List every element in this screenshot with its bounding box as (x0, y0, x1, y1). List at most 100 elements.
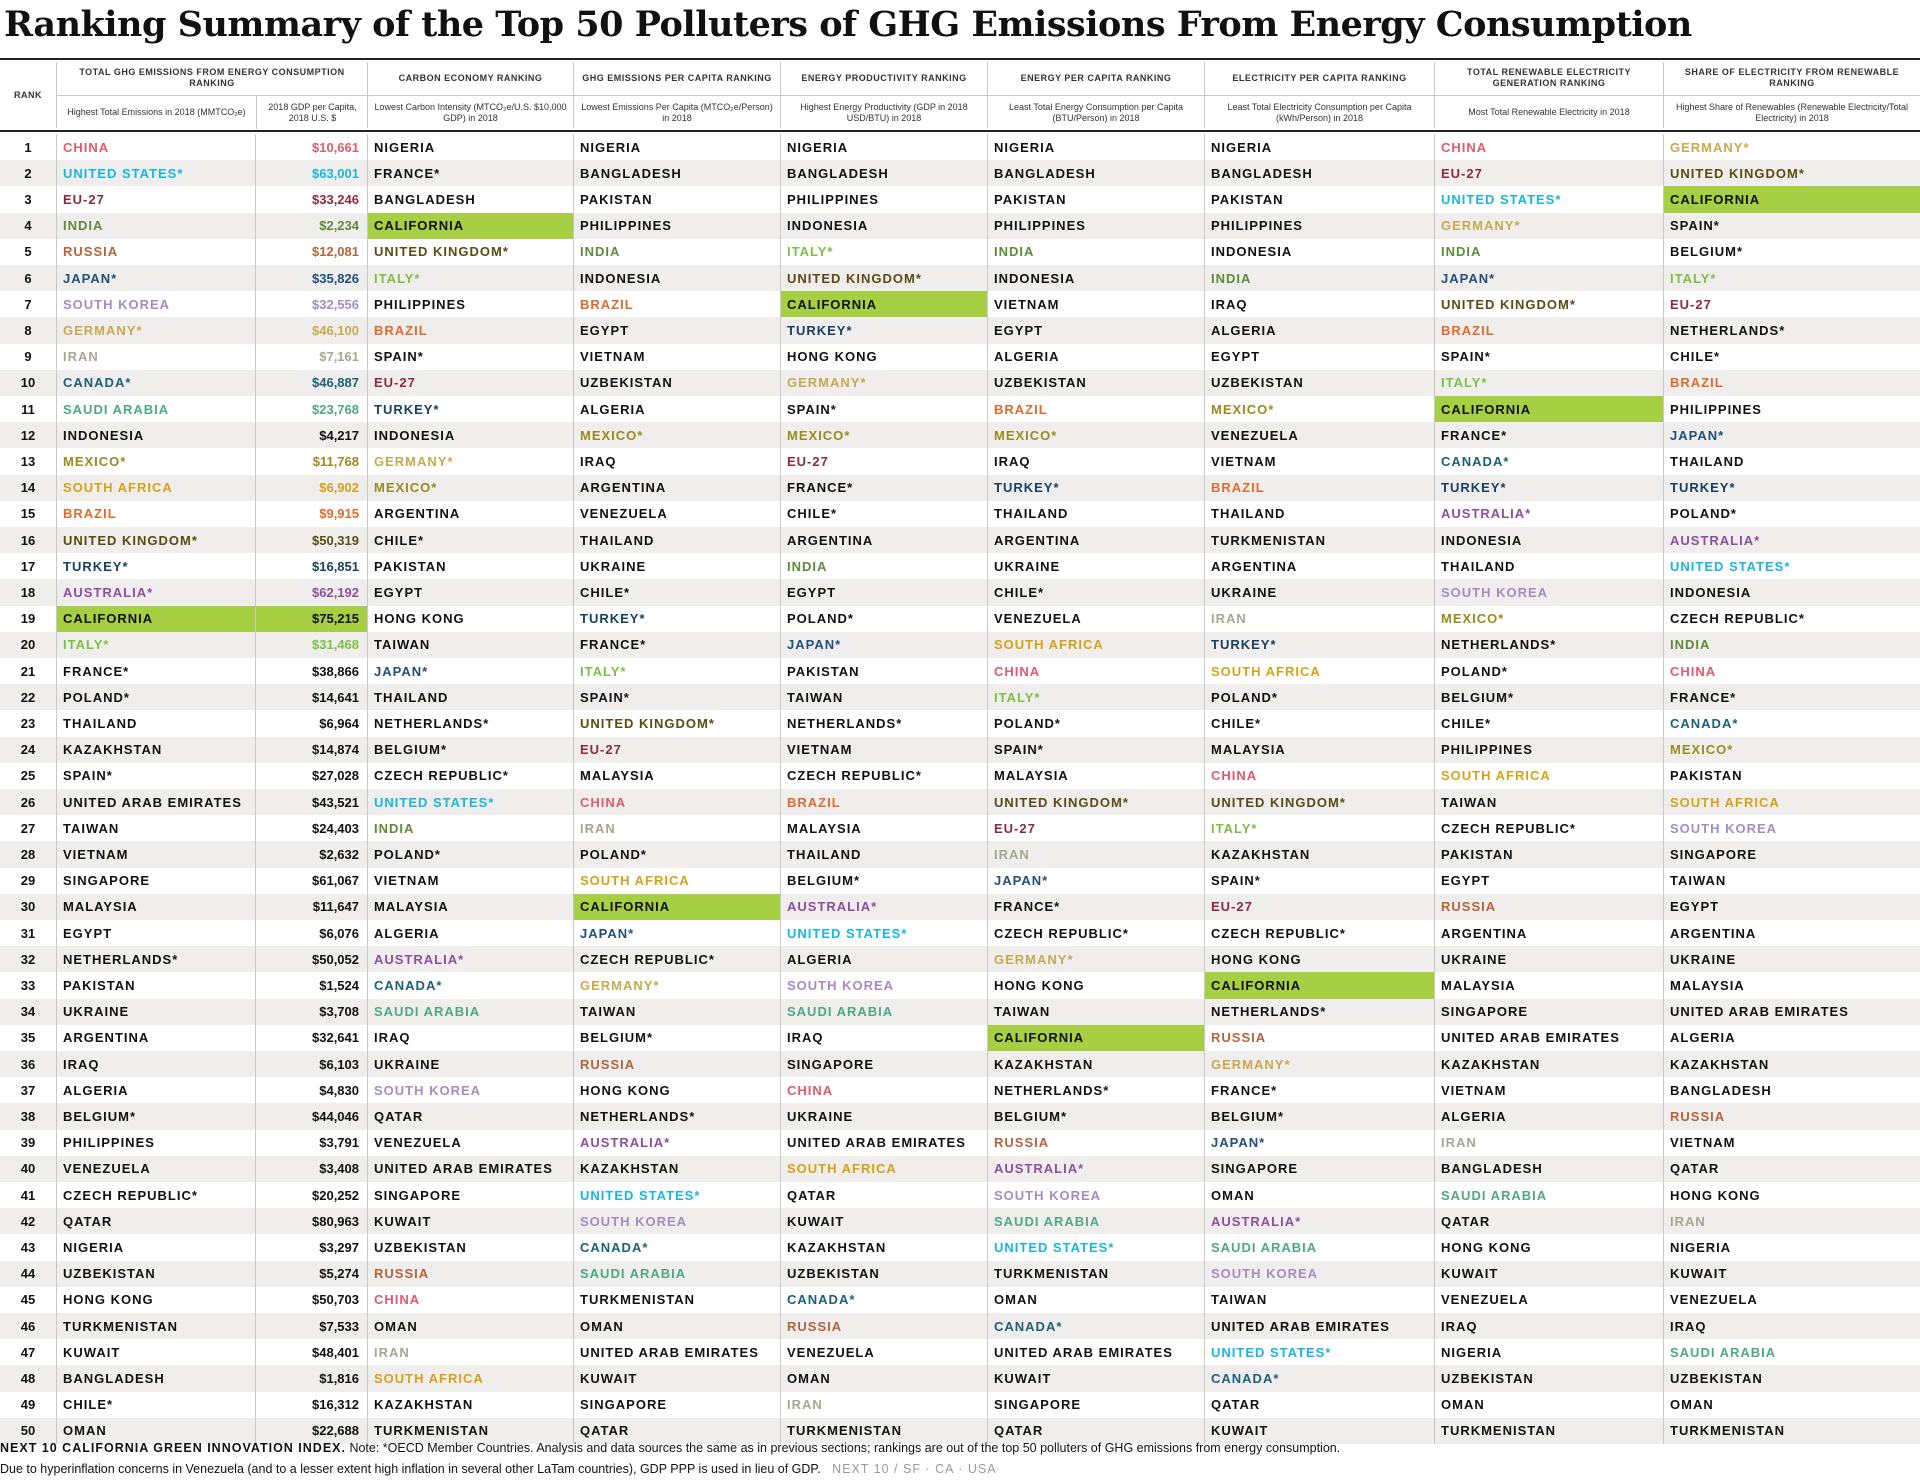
country-cell: HONG KONG (1434, 1234, 1663, 1261)
country-cell: SOUTH AFRICA (56, 474, 255, 501)
country-cell: NETHERLANDS* (573, 1103, 780, 1130)
table-row: 21 FRANCE* $38,866 JAPAN* ITALY* PAKISTAN CHIN… (0, 658, 1920, 685)
country-cell: AUSTRALIA* (56, 579, 255, 606)
country-cell: QATAR (1663, 1155, 1920, 1182)
country-cell: CHINA (573, 789, 780, 816)
country-cell: UKRAINE (56, 998, 255, 1025)
country-cell: RUSSIA (1663, 1103, 1920, 1130)
country-cell: OMAN (987, 1286, 1204, 1313)
country-cell: TAIWAN (56, 815, 255, 842)
country-cell: HONG KONG (780, 343, 987, 370)
table-row: 39 PHILIPPINES $3,791 VENEZUELA AUSTRALIA* UN… (0, 1129, 1920, 1156)
country-cell: BANGLADESH (987, 160, 1204, 187)
country-cell: CALIFORNIA (1663, 186, 1920, 213)
country-cell: INDONESIA (1434, 527, 1663, 554)
country-cell: UKRAINE (367, 1051, 573, 1078)
country-cell: ARGENTINA (1434, 920, 1663, 947)
country-cell: FRANCE* (56, 658, 255, 685)
country-cell: UZBEKISTAN (573, 369, 780, 396)
country-cell: BRAZIL (573, 291, 780, 318)
country-cell: RUSSIA (1434, 893, 1663, 920)
country-cell: NETHERLANDS* (1434, 631, 1663, 658)
country-cell: EU-27 (367, 369, 573, 396)
country-cell: SINGAPORE (780, 1051, 987, 1078)
country-cell: UNITED STATES* (1204, 1339, 1434, 1366)
country-cell: CANADA* (367, 972, 573, 999)
table-row: 34 UKRAINE $3,708 SAUDI ARABIA TAIWAN SAUDI A… (0, 998, 1920, 1025)
gdp-cell: $5,274 (255, 1260, 367, 1287)
country-cell: SAUDI ARABIA (1204, 1234, 1434, 1261)
country-cell: SOUTH KOREA (1204, 1260, 1434, 1287)
table-row: 49 CHILE* $16,312 KAZAKHSTAN SINGAPORE IRAN SI… (0, 1391, 1920, 1418)
country-cell: UNITED ARAB EMIRATES (56, 789, 255, 816)
rank-cell: 43 (20, 1239, 36, 1255)
country-cell: PAKISTAN (56, 972, 255, 999)
country-cell: IRAQ (1663, 1313, 1920, 1340)
country-cell: IRAQ (987, 448, 1204, 475)
country-cell: MEXICO* (56, 448, 255, 475)
country-cell: BANGLADESH (1663, 1077, 1920, 1104)
footer-tag: NEXT 10 / SF · CA · USA (832, 1462, 997, 1476)
country-cell: HONG KONG (987, 972, 1204, 999)
country-cell: TURKMENISTAN (780, 1417, 987, 1444)
gdp-cell: $14,641 (255, 684, 367, 711)
gdp-cell: $31,468 (255, 631, 367, 658)
gdp-cell: $20,252 (255, 1182, 367, 1209)
country-cell: ARGENTINA (573, 474, 780, 501)
country-cell: IRAN (987, 841, 1204, 868)
country-cell: UKRAINE (573, 553, 780, 580)
country-cell: GERMANY* (1434, 212, 1663, 239)
gdp-cell: $43,521 (255, 789, 367, 816)
country-cell: AUSTRALIA* (987, 1155, 1204, 1182)
country-cell: SAUDI ARABIA (1663, 1339, 1920, 1366)
country-cell: EGYPT (987, 317, 1204, 344)
country-cell: BANGLADESH (367, 186, 573, 213)
country-cell: VENEZUELA (1663, 1286, 1920, 1313)
country-cell: TAIWAN (987, 998, 1204, 1025)
header-bottom-rule (0, 130, 1920, 132)
country-cell: QATAR (987, 1417, 1204, 1444)
country-cell: MALAYSIA (987, 762, 1204, 789)
gdp-cell: $32,641 (255, 1024, 367, 1051)
country-cell: RUSSIA (1204, 1024, 1434, 1051)
country-cell: NETHERLANDS* (56, 946, 255, 973)
gdp-cell: $80,963 (255, 1208, 367, 1235)
country-cell: PAKISTAN (1434, 841, 1663, 868)
country-cell: MALAYSIA (1434, 972, 1663, 999)
table-row: 27 TAIWAN $24,403 INDIA IRAN MALAYSIA EU-27 ITA… (0, 815, 1920, 842)
country-cell: NETHERLANDS* (367, 710, 573, 737)
country-cell: IRAN (573, 815, 780, 842)
gdp-cell: $1,816 (255, 1365, 367, 1392)
country-cell: CANADA* (780, 1286, 987, 1313)
country-cell: TURKEY* (56, 553, 255, 580)
gdp-cell: $6,964 (255, 710, 367, 737)
rank-cell: 3 (24, 191, 32, 207)
country-cell: INDIA (987, 238, 1204, 265)
country-cell: SOUTH KOREA (56, 291, 255, 318)
column-subheader: Lowest Emissions Per Capita (MTCO₂e/Pers… (581, 101, 773, 123)
country-cell: BRAZIL (56, 500, 255, 527)
country-cell: UZBEKISTAN (987, 369, 1204, 396)
country-cell: KUWAIT (367, 1208, 573, 1235)
table-row: 31 EGYPT $6,076 ALGERIA JAPAN* UNITED STATES*… (0, 920, 1920, 947)
country-cell: SOUTH KOREA (780, 972, 987, 999)
gdp-cell: $2,632 (255, 841, 367, 868)
gdp-cell: $16,851 (255, 553, 367, 580)
rank-cell: 35 (20, 1030, 36, 1046)
country-cell: BRAZIL (1434, 317, 1663, 344)
country-cell: UNITED ARAB EMIRATES (1434, 1024, 1663, 1051)
country-cell: UNITED ARAB EMIRATES (573, 1339, 780, 1366)
country-cell: SINGAPORE (1434, 998, 1663, 1025)
rank-cell: 9 (24, 349, 32, 365)
country-cell: ALGERIA (987, 343, 1204, 370)
country-cell: EGYPT (573, 317, 780, 344)
country-cell: POLAND* (1434, 658, 1663, 685)
country-cell: INDONESIA (367, 422, 573, 449)
country-cell: POLAND* (780, 605, 987, 632)
footer-note: NEXT 10 CALIFORNIA GREEN INNOVATION INDE… (0, 1441, 1340, 1455)
rank-cell: 6 (24, 270, 32, 286)
gdp-cell: $33,246 (255, 186, 367, 213)
country-cell: IRAN (56, 343, 255, 370)
country-cell: VIETNAM (987, 291, 1204, 318)
rank-cell: 17 (20, 558, 36, 574)
